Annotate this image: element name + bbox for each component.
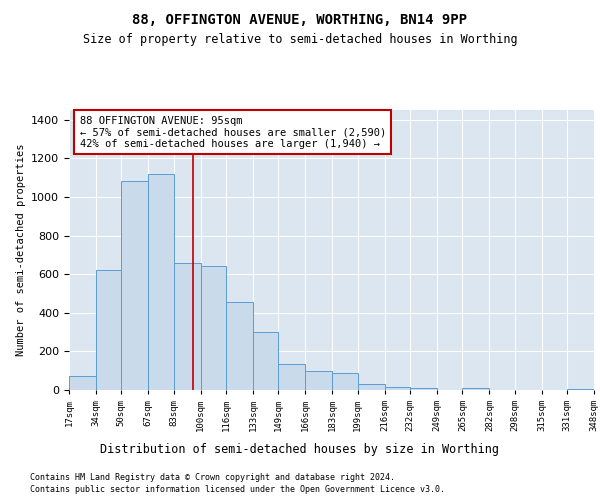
- Text: Contains HM Land Registry data © Crown copyright and database right 2024.: Contains HM Land Registry data © Crown c…: [30, 472, 395, 482]
- Y-axis label: Number of semi-detached properties: Number of semi-detached properties: [16, 144, 26, 356]
- Text: Size of property relative to semi-detached houses in Worthing: Size of property relative to semi-detach…: [83, 32, 517, 46]
- Bar: [278, 364, 305, 390]
- Bar: [96, 270, 121, 390]
- Bar: [332, 372, 358, 390]
- Bar: [121, 182, 148, 390]
- Bar: [200, 266, 226, 390]
- Bar: [226, 302, 253, 390]
- Bar: [463, 388, 490, 390]
- Text: Contains public sector information licensed under the Open Government Licence v3: Contains public sector information licen…: [30, 485, 445, 494]
- Text: 88, OFFINGTON AVENUE, WORTHING, BN14 9PP: 88, OFFINGTON AVENUE, WORTHING, BN14 9PP: [133, 12, 467, 26]
- Bar: [567, 389, 594, 390]
- Bar: [410, 388, 437, 390]
- Text: 88 OFFINGTON AVENUE: 95sqm
← 57% of semi-detached houses are smaller (2,590)
42%: 88 OFFINGTON AVENUE: 95sqm ← 57% of semi…: [79, 116, 386, 149]
- Bar: [305, 370, 332, 390]
- Bar: [148, 174, 173, 390]
- Text: Distribution of semi-detached houses by size in Worthing: Distribution of semi-detached houses by …: [101, 442, 499, 456]
- Bar: [69, 376, 96, 390]
- Bar: [358, 384, 385, 390]
- Bar: [173, 262, 200, 390]
- Bar: [253, 332, 278, 390]
- Bar: [385, 387, 410, 390]
